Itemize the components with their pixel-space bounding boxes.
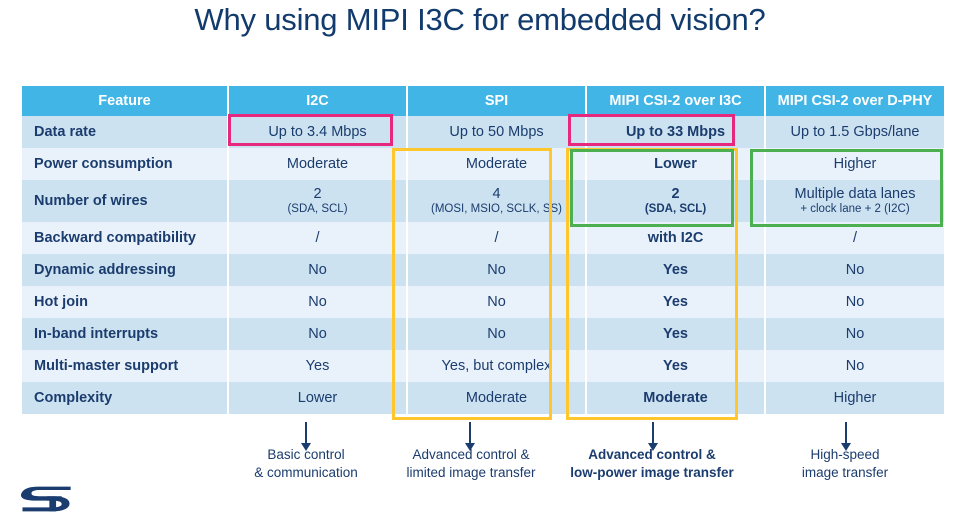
caption-spi: Advanced control & limited image transfe… xyxy=(382,446,560,482)
row-label: Power consumption xyxy=(22,148,229,180)
arrow-i2c xyxy=(301,422,311,451)
cell-i2c: Yes xyxy=(228,350,408,382)
cell-spi: No xyxy=(407,286,587,318)
cell-dphy: Multiple data lanes + clock lane + 2 (I2… xyxy=(765,180,944,222)
table-row: Complexity Lower Moderate Moderate Highe… xyxy=(22,382,944,414)
cell-i2c: No xyxy=(228,286,408,318)
caption-line2: image transfer xyxy=(801,465,889,481)
table-row: Dynamic addressing No No Yes No xyxy=(22,254,944,286)
cell-i3c: with I2C xyxy=(586,222,766,254)
row-label: Data rate xyxy=(22,116,229,148)
st-logo-icon xyxy=(20,486,71,512)
column-header-spi: SPI xyxy=(407,86,587,116)
cell-i3c: Yes xyxy=(586,254,766,286)
cell-i3c: Yes xyxy=(586,286,766,318)
caption-line2: & communication xyxy=(254,465,358,481)
comparison-table: Feature I2C SPI MIPI CSI-2 over I3C MIPI… xyxy=(22,86,944,414)
cell-i3c: Moderate xyxy=(586,382,766,414)
table-row: Data rate Up to 3.4 Mbps Up to 50 Mbps U… xyxy=(22,116,944,148)
cell-spi: Moderate xyxy=(407,382,587,414)
table-row: Hot join No No Yes No xyxy=(22,286,944,318)
row-label: Number of wires xyxy=(22,180,229,222)
cell-value: 4 xyxy=(492,185,501,202)
caption-i2c: Basic control & communication xyxy=(226,446,386,482)
column-header-dphy: MIPI CSI-2 over D-PHY xyxy=(765,86,944,116)
arrow-spi xyxy=(465,422,475,451)
arrow-head-icon xyxy=(841,443,851,451)
column-header-i2c: I2C xyxy=(228,86,408,116)
column-header-i3c: MIPI CSI-2 over I3C xyxy=(586,86,766,116)
row-label: Dynamic addressing xyxy=(22,254,229,286)
cell-spi: / xyxy=(407,222,587,254)
cell-spi: 4 (MOSI, MSIO, SCLK, SS) xyxy=(407,180,587,222)
cell-i2c: No xyxy=(228,318,408,350)
cell-dphy: Higher xyxy=(765,148,944,180)
cell-i2c: Up to 3.4 Mbps xyxy=(228,116,408,148)
cell-dphy: No xyxy=(765,286,944,318)
cell-i2c: / xyxy=(228,222,408,254)
cell-i2c: Lower xyxy=(228,382,408,414)
cell-value: Multiple data lanes xyxy=(794,185,916,202)
table-row: Power consumption Moderate Moderate Lowe… xyxy=(22,148,944,180)
cell-subtext: (SDA, SCL) xyxy=(644,203,707,216)
column-header-feature: Feature xyxy=(22,86,229,116)
cell-spi: No xyxy=(407,254,587,286)
table-row: Backward compatibility / / with I2C / xyxy=(22,222,944,254)
cell-dphy: No xyxy=(765,254,944,286)
cell-spi: Yes, but complex xyxy=(407,350,587,382)
table-body: Data rate Up to 3.4 Mbps Up to 50 Mbps U… xyxy=(22,116,944,414)
caption-dphy: High-speed image transfer xyxy=(766,446,924,482)
comparison-table-wrapper: Feature I2C SPI MIPI CSI-2 over I3C MIPI… xyxy=(22,86,944,414)
caption-line1: Basic control xyxy=(267,447,345,462)
arrow-head-icon xyxy=(648,443,658,451)
table-head: Feature I2C SPI MIPI CSI-2 over I3C MIPI… xyxy=(22,86,944,116)
cell-spi: Up to 50 Mbps xyxy=(407,116,587,148)
row-label: Backward compatibility xyxy=(22,222,229,254)
cell-dphy: No xyxy=(765,350,944,382)
cell-dphy: / xyxy=(765,222,944,254)
cell-i3c: Lower xyxy=(586,148,766,180)
caption-i3c: Advanced control & low-power image trans… xyxy=(552,446,752,482)
table-row: Number of wires 2 (SDA, SCL) 4 (MOSI, MS… xyxy=(22,180,944,222)
arrow-head-icon xyxy=(301,443,311,451)
caption-line1: High-speed xyxy=(810,447,880,462)
table-header-row: Feature I2C SPI MIPI CSI-2 over I3C MIPI… xyxy=(22,86,944,116)
table-row: In-band interrupts No No Yes No xyxy=(22,318,944,350)
arrow-dphy xyxy=(841,422,851,451)
cell-dphy: Up to 1.5 Gbps/lane xyxy=(765,116,944,148)
cell-i3c: Up to 33 Mbps xyxy=(586,116,766,148)
caption-line2: limited image transfer xyxy=(406,465,536,481)
row-label: Complexity xyxy=(22,382,229,414)
row-label: In-band interrupts xyxy=(22,318,229,350)
cell-spi: No xyxy=(407,318,587,350)
row-label: Multi-master support xyxy=(22,350,229,382)
page-title: Why using MIPI I3C for embedded vision? xyxy=(194,2,766,37)
st-logo xyxy=(18,486,74,512)
table-row: Multi-master support Yes Yes, but comple… xyxy=(22,350,944,382)
cell-dphy: Higher xyxy=(765,382,944,414)
cell-subtext: (SDA, SCL) xyxy=(287,203,348,216)
cell-spi: Moderate xyxy=(407,148,587,180)
cell-subtext: (MOSI, MSIO, SCLK, SS) xyxy=(431,203,562,216)
cell-value: 2 xyxy=(671,185,680,202)
cell-subtext: + clock lane + 2 (I2C) xyxy=(800,203,910,216)
cell-i2c: No xyxy=(228,254,408,286)
caption-line2: low-power image transfer xyxy=(570,465,734,481)
arrow-i3c xyxy=(648,422,658,451)
cell-i2c: 2 (SDA, SCL) xyxy=(228,180,408,222)
caption-line1: Advanced control & xyxy=(412,447,530,462)
cell-i3c: 2 (SDA, SCL) xyxy=(586,180,766,222)
caption-line1: Advanced control & xyxy=(588,447,716,462)
arrow-head-icon xyxy=(465,443,475,451)
row-label: Hot join xyxy=(22,286,229,318)
cell-i3c: Yes xyxy=(586,318,766,350)
cell-i2c: Moderate xyxy=(228,148,408,180)
cell-i3c: Yes xyxy=(586,350,766,382)
cell-value: 2 xyxy=(313,185,322,202)
cell-dphy: No xyxy=(765,318,944,350)
